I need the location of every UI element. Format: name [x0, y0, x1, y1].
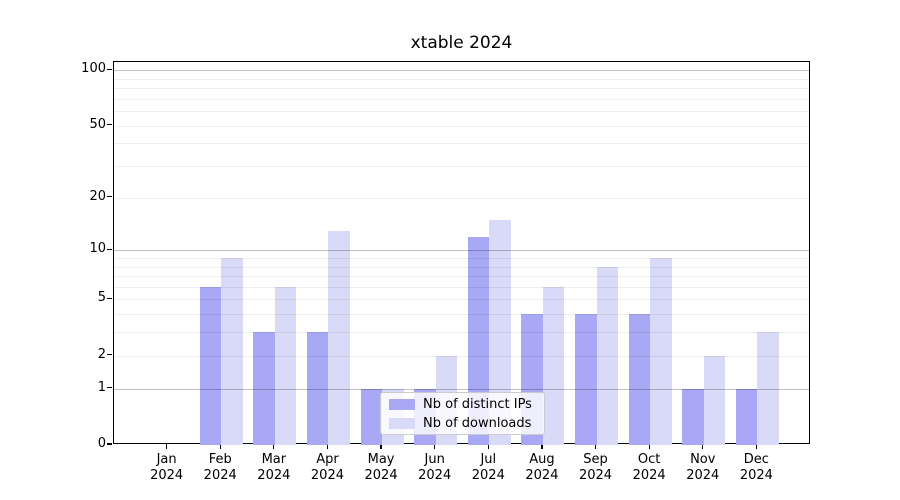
minor-gridline: [114, 299, 809, 301]
plot-area: [113, 61, 810, 445]
x-tick-label: Apr 2024: [310, 452, 344, 483]
y-tick-mark: [107, 124, 112, 126]
bar-distinct-ips-may: [360, 388, 383, 445]
y-tick-mark: [107, 443, 112, 445]
bar-distinct-ips-nov: [682, 388, 704, 445]
major-gridline: [114, 70, 809, 72]
minor-gridline: [114, 88, 809, 90]
x-tick-mark: [219, 444, 221, 449]
x-tick-mark: [165, 444, 168, 449]
x-tick-label: Dec 2024: [739, 452, 773, 483]
minor-gridline: [114, 266, 809, 268]
x-tick-label: Jan 2024: [150, 452, 184, 483]
x-tick-mark: [487, 444, 489, 449]
bar-downloads-dec: [757, 332, 779, 445]
y-tick-mark: [107, 248, 112, 250]
y-tick-label: 50: [89, 116, 106, 132]
bar-distinct-ips-dec: [735, 388, 758, 445]
y-tick-label: 20: [89, 188, 106, 204]
minor-gridline: [114, 166, 809, 168]
legend-swatch-distinct-ips-icon: [389, 398, 415, 410]
x-tick-mark: [326, 444, 329, 449]
y-tick-mark: [107, 196, 112, 198]
legend-item-downloads: Nb of downloads: [389, 416, 536, 431]
minor-gridline: [114, 286, 809, 288]
x-tick-label: Mar 2024: [257, 452, 291, 483]
bar-downloads-nov: [703, 355, 726, 445]
x-tick-label: Nov 2024: [686, 452, 720, 483]
bar-downloads-apr: [328, 230, 350, 445]
minor-gridline: [114, 111, 809, 113]
minor-gridline: [114, 258, 809, 259]
major-gridline: [114, 250, 809, 252]
y-tick-label: 0: [97, 436, 106, 451]
y-tick-label: 5: [97, 290, 106, 306]
x-tick-label: Jul 2024: [471, 452, 505, 483]
bar-downloads-aug: [542, 286, 565, 445]
x-tick-label: May 2024: [364, 452, 398, 483]
bar-downloads-jul: [489, 219, 511, 445]
bar-distinct-ips-apr: [306, 332, 329, 445]
bar-distinct-ips-oct: [628, 314, 651, 445]
minor-gridline: [114, 355, 809, 357]
minor-gridline: [114, 276, 809, 278]
bar-downloads-oct: [650, 258, 672, 445]
minor-gridline: [114, 314, 809, 316]
minor-gridline: [114, 78, 809, 80]
x-tick-mark: [755, 444, 758, 449]
chart-title: xtable 2024: [410, 33, 513, 53]
y-tick-label: 10: [89, 241, 106, 257]
y-tick-mark: [107, 354, 112, 356]
bar-distinct-ips-mar: [253, 332, 275, 445]
x-tick-label: Jun 2024: [418, 452, 452, 483]
y-tick-label: 100: [81, 61, 106, 77]
bar-downloads-mar: [274, 286, 297, 445]
x-tick-label: Sep 2024: [578, 452, 613, 483]
x-tick-label: Oct 2024: [632, 452, 666, 483]
legend-label-downloads: Nb of downloads: [423, 415, 532, 431]
legend-item-distinct-ips: Nb of distinct IPs: [389, 397, 536, 412]
x-tick-label: Feb 2024: [203, 452, 237, 483]
y-tick-label: 1: [97, 379, 106, 395]
x-tick-mark: [434, 444, 436, 449]
x-tick-mark: [702, 444, 704, 449]
legend-swatch-downloads-icon: [389, 417, 415, 429]
legend-label-distinct-ips: Nb of distinct IPs: [423, 396, 532, 412]
y-tick-mark: [107, 387, 112, 389]
major-gridline: [114, 388, 809, 390]
y-tick-mark: [107, 297, 112, 300]
x-tick-mark: [273, 444, 275, 449]
bar-downloads-sep: [596, 266, 619, 445]
legend: Nb of distinct IPs Nb of downloads: [380, 392, 545, 435]
minor-gridline: [114, 98, 809, 100]
y-tick-mark: [107, 68, 112, 70]
x-tick-mark: [380, 444, 382, 449]
x-tick-mark: [541, 444, 543, 449]
minor-gridline: [114, 125, 809, 127]
bar-distinct-ips-feb: [199, 286, 222, 445]
minor-gridline: [114, 197, 809, 199]
minor-gridline: [114, 143, 809, 145]
minor-gridline: [114, 332, 809, 334]
x-tick-mark: [648, 444, 650, 449]
x-tick-mark: [594, 444, 597, 449]
bar-distinct-ips-sep: [575, 314, 597, 445]
y-tick-label: 2: [97, 346, 106, 362]
x-tick-label: Aug 2024: [525, 452, 559, 483]
bar-downloads-feb: [221, 258, 243, 445]
